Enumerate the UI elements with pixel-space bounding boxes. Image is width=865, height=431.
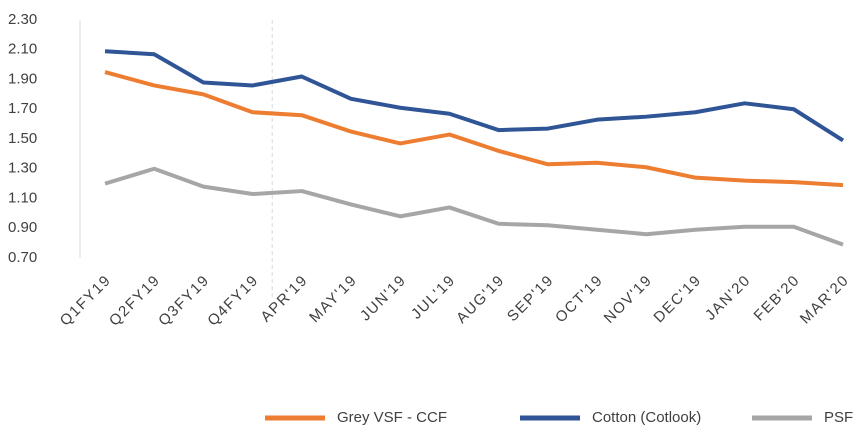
x-tick-label: OCT'19 <box>552 272 607 327</box>
y-tick-label: 1.50 <box>8 130 37 147</box>
x-tick-label: NOV'19 <box>601 272 656 327</box>
x-tick-label: APR'19 <box>257 272 311 326</box>
x-tick-label: JUN'19 <box>357 272 410 325</box>
y-tick-label: 1.30 <box>8 160 37 177</box>
x-tick-label: Q4FY19 <box>204 272 262 330</box>
legend-label: Cotton (Cotlook) <box>592 409 701 426</box>
x-tick-label: JAN'20 <box>702 272 754 324</box>
y-tick-label: 1.10 <box>8 189 37 206</box>
line-series <box>104 49 845 143</box>
y-tick-label: 2.30 <box>8 11 37 28</box>
x-tick-label: DEC'19 <box>650 272 705 327</box>
x-tick-label: Q3FY19 <box>155 272 213 330</box>
y-tick-label: 1.70 <box>8 100 37 117</box>
x-tick-label: JUL'19 <box>408 272 459 323</box>
y-tick-label: 0.90 <box>8 219 37 236</box>
y-tick-label: 1.90 <box>8 70 37 87</box>
x-tick-label: SEP'19 <box>504 272 557 325</box>
legend-label: Grey VSF - CCF <box>337 409 447 426</box>
x-tick-label: MAY'19 <box>306 272 360 326</box>
y-tick-label: 0.70 <box>8 249 37 266</box>
x-tick-label: Q1FY19 <box>57 272 115 330</box>
x-tick-label: Q2FY19 <box>106 272 164 330</box>
line-series <box>104 166 844 247</box>
y-tick-label: 2.10 <box>8 41 37 58</box>
x-tick-label: MAR'20 <box>797 272 853 328</box>
legend-label: PSF <box>824 409 853 426</box>
line-series <box>104 70 844 188</box>
x-tick-label: AUG'19 <box>453 272 508 327</box>
x-tick-label: FEB'20 <box>751 272 804 325</box>
